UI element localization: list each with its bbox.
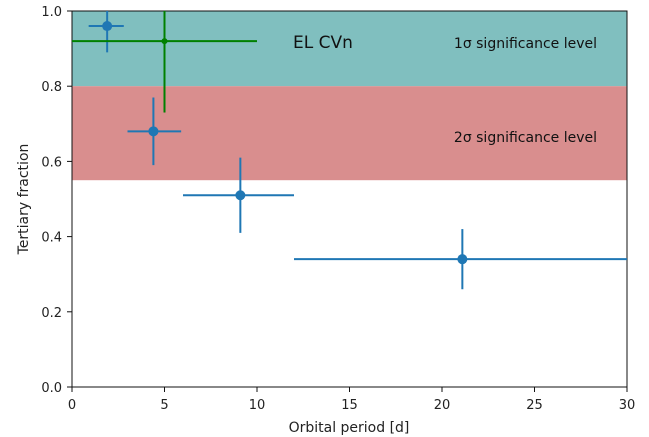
y-tick-label: 0.8 [41, 80, 62, 95]
band-label-2sigma: 2σ significance level [454, 130, 597, 146]
y-tick-label: 1.0 [41, 5, 62, 20]
data-point-marker [457, 254, 468, 265]
x-tick-label: 5 [160, 398, 168, 413]
band-label-1sigma: 1σ significance level [454, 36, 597, 52]
el-cvn-label: EL CVn [293, 33, 353, 53]
y-tick-label: 0.4 [41, 231, 62, 246]
data-series [72, 11, 627, 290]
data-point-group [88, 11, 124, 53]
x-axis-label: Orbital period [d] [289, 420, 410, 436]
x-tick-label: 20 [434, 398, 451, 413]
data-point-marker [102, 21, 113, 32]
data-point-group [127, 97, 182, 166]
y-tick-label: 0.2 [41, 306, 62, 321]
data-point-marker [235, 190, 246, 201]
x-tick-label: 15 [341, 398, 358, 413]
x-tick-label: 10 [249, 398, 266, 413]
data-point-group [183, 157, 294, 233]
el-cvn-point-group [72, 11, 257, 113]
ticks: 0 5 10 15 20 25 30 0.0 0.2 0.4 0.6 0.8 1.0 [41, 5, 635, 413]
x-tick-label: 0 [68, 398, 76, 413]
data-point-group [294, 229, 627, 290]
y-tick-label: 0.0 [41, 381, 62, 396]
y-tick-label: 0.6 [41, 155, 62, 170]
data-point-marker [148, 126, 159, 137]
y-axis-label: Tertiary fraction [16, 144, 32, 256]
x-tick-label: 30 [619, 398, 636, 413]
x-tick-label: 25 [526, 398, 543, 413]
el-cvn-point-marker [161, 38, 168, 45]
